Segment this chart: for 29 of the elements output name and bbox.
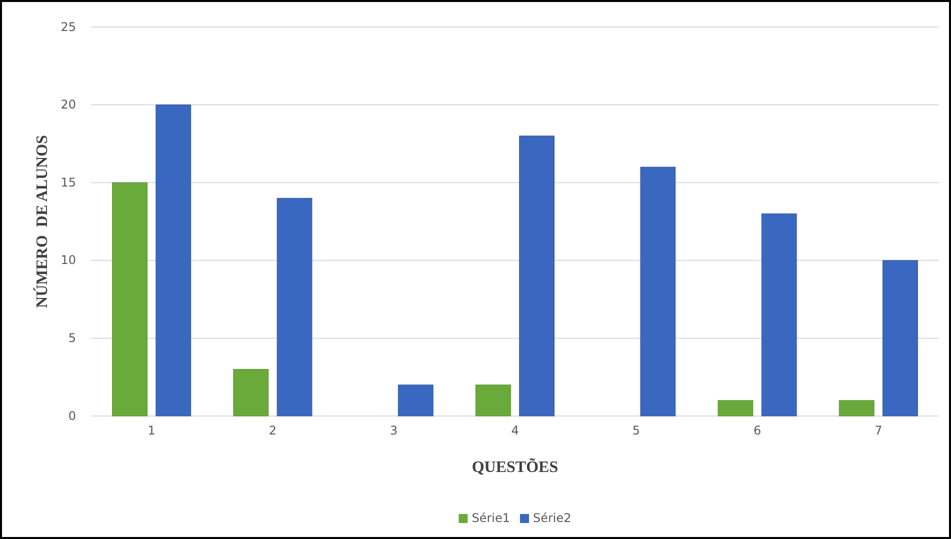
bar [156,104,192,416]
legend-label: Série1 [472,511,510,525]
x-tick-label: 6 [753,424,762,438]
bar [838,400,874,416]
x-tick-label: 3 [390,424,398,438]
bar [761,213,797,416]
legend-label: Série2 [533,511,572,525]
y-tick-label: 20 [60,98,76,112]
y-axis-title: NÚMERO DE ALUNOS [33,134,51,308]
y-tick-label: 5 [68,331,76,346]
bar [640,166,676,416]
bar [398,384,434,416]
y-tick-label: 25 [60,20,76,34]
bar [276,198,312,416]
bar [519,136,554,416]
bar [718,400,754,416]
x-tick-label: 1 [148,424,156,438]
x-tick-label: 2 [268,424,277,438]
x-tick-label: 4 [511,424,519,438]
bar [112,182,148,416]
bar [233,369,269,416]
y-tick-label: 0 [68,408,76,423]
x-tick-label: 7 [874,424,882,438]
bar [476,384,511,416]
y-tick-label: 10 [60,253,76,268]
x-axis-title: QUESTÕES [472,458,558,476]
y-tick-label: 15 [60,175,76,190]
x-tick-label: 5 [632,424,640,438]
bar [882,260,918,416]
